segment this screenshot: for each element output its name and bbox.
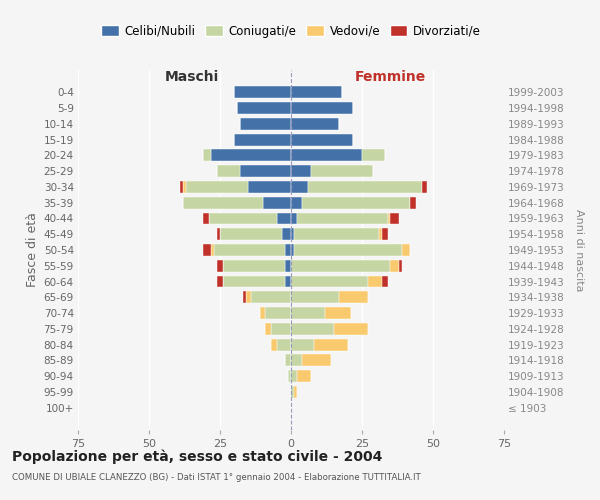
Bar (209, 212, 277, 224)
Bar (391, 212, 399, 224)
Bar (291, 338, 314, 350)
Bar (334, 323, 368, 335)
Bar (223, 276, 286, 287)
Bar (203, 212, 209, 224)
Bar (265, 323, 271, 335)
Bar (286, 276, 291, 287)
Bar (291, 197, 302, 208)
Bar (286, 244, 291, 256)
Bar (240, 165, 291, 177)
Bar (291, 165, 311, 177)
Bar (217, 260, 223, 272)
Bar (286, 354, 291, 366)
Bar (296, 212, 388, 224)
Bar (382, 276, 388, 287)
Legend: Celibi/Nubili, Coniugati/e, Vedovi/e, Divorziati/e: Celibi/Nubili, Coniugati/e, Vedovi/e, Di… (96, 20, 486, 42)
Bar (291, 150, 362, 162)
Bar (271, 323, 291, 335)
Bar (291, 307, 325, 319)
Bar (422, 181, 427, 193)
Bar (410, 197, 416, 208)
Bar (291, 244, 294, 256)
Bar (302, 197, 410, 208)
Bar (243, 292, 245, 303)
Bar (251, 292, 291, 303)
Bar (291, 134, 353, 145)
Bar (291, 370, 296, 382)
Bar (183, 197, 263, 208)
Bar (211, 244, 214, 256)
Bar (368, 276, 382, 287)
Y-axis label: Anni di nascita: Anni di nascita (574, 209, 584, 291)
Bar (237, 102, 291, 114)
Bar (291, 260, 391, 272)
Bar (291, 118, 339, 130)
Bar (214, 244, 286, 256)
Bar (402, 244, 410, 256)
Bar (271, 338, 277, 350)
Bar (248, 181, 291, 193)
Bar (186, 181, 248, 193)
Bar (291, 354, 302, 366)
Bar (234, 134, 291, 145)
Bar (286, 260, 291, 272)
Bar (234, 86, 291, 98)
Bar (291, 181, 308, 193)
Bar (277, 212, 291, 224)
Bar (288, 370, 291, 382)
Bar (291, 212, 296, 224)
Bar (325, 307, 350, 319)
Bar (302, 354, 331, 366)
Text: Femmine: Femmine (355, 70, 426, 85)
Bar (240, 118, 291, 130)
Bar (291, 276, 368, 287)
Text: Popolazione per età, sesso e stato civile - 2004: Popolazione per età, sesso e stato civil… (12, 450, 382, 464)
Bar (291, 228, 294, 240)
Bar (308, 181, 422, 193)
Bar (314, 338, 348, 350)
Bar (203, 244, 211, 256)
Y-axis label: Fasce di età: Fasce di età (26, 212, 40, 288)
Bar (291, 102, 353, 114)
Bar (294, 228, 379, 240)
Bar (291, 323, 334, 335)
Bar (296, 370, 311, 382)
Bar (362, 150, 385, 162)
Bar (294, 244, 402, 256)
Bar (277, 338, 291, 350)
Bar (220, 228, 283, 240)
Text: COMUNE DI UBIALE CLANEZZO (BG) - Dati ISTAT 1° gennaio 2004 - Elaborazione TUTTI: COMUNE DI UBIALE CLANEZZO (BG) - Dati IS… (12, 472, 421, 482)
Bar (391, 260, 399, 272)
Bar (217, 228, 220, 240)
Bar (339, 292, 368, 303)
Bar (294, 386, 296, 398)
Bar (245, 292, 251, 303)
Bar (291, 292, 339, 303)
Bar (183, 181, 186, 193)
Bar (217, 276, 223, 287)
Bar (223, 260, 286, 272)
Bar (260, 307, 265, 319)
Bar (291, 386, 294, 398)
Bar (217, 165, 240, 177)
Bar (388, 212, 391, 224)
Bar (180, 181, 183, 193)
Bar (382, 228, 388, 240)
Bar (203, 150, 211, 162)
Bar (283, 228, 291, 240)
Text: Maschi: Maschi (164, 70, 219, 85)
Bar (311, 165, 373, 177)
Bar (211, 150, 291, 162)
Bar (265, 307, 291, 319)
Bar (399, 260, 402, 272)
Bar (263, 197, 291, 208)
Bar (379, 228, 382, 240)
Bar (291, 86, 342, 98)
